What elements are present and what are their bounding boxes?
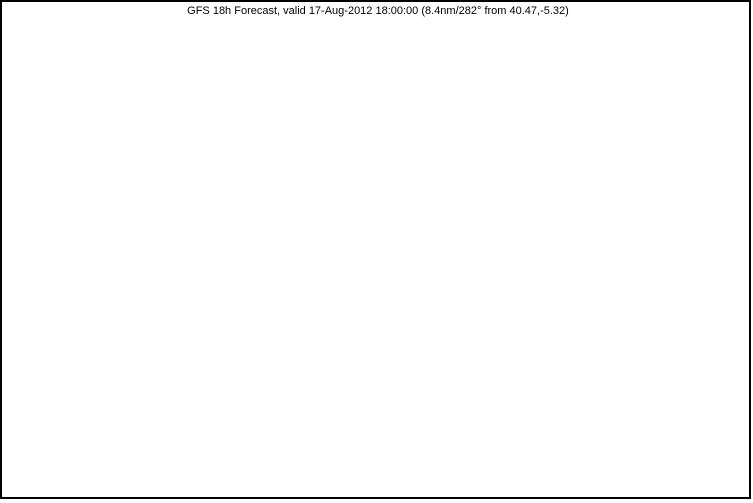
svg-text:GFS 18h Forecast, valid 17-Aug: GFS 18h Forecast, valid 17-Aug-2012 18:0… <box>187 5 569 17</box>
